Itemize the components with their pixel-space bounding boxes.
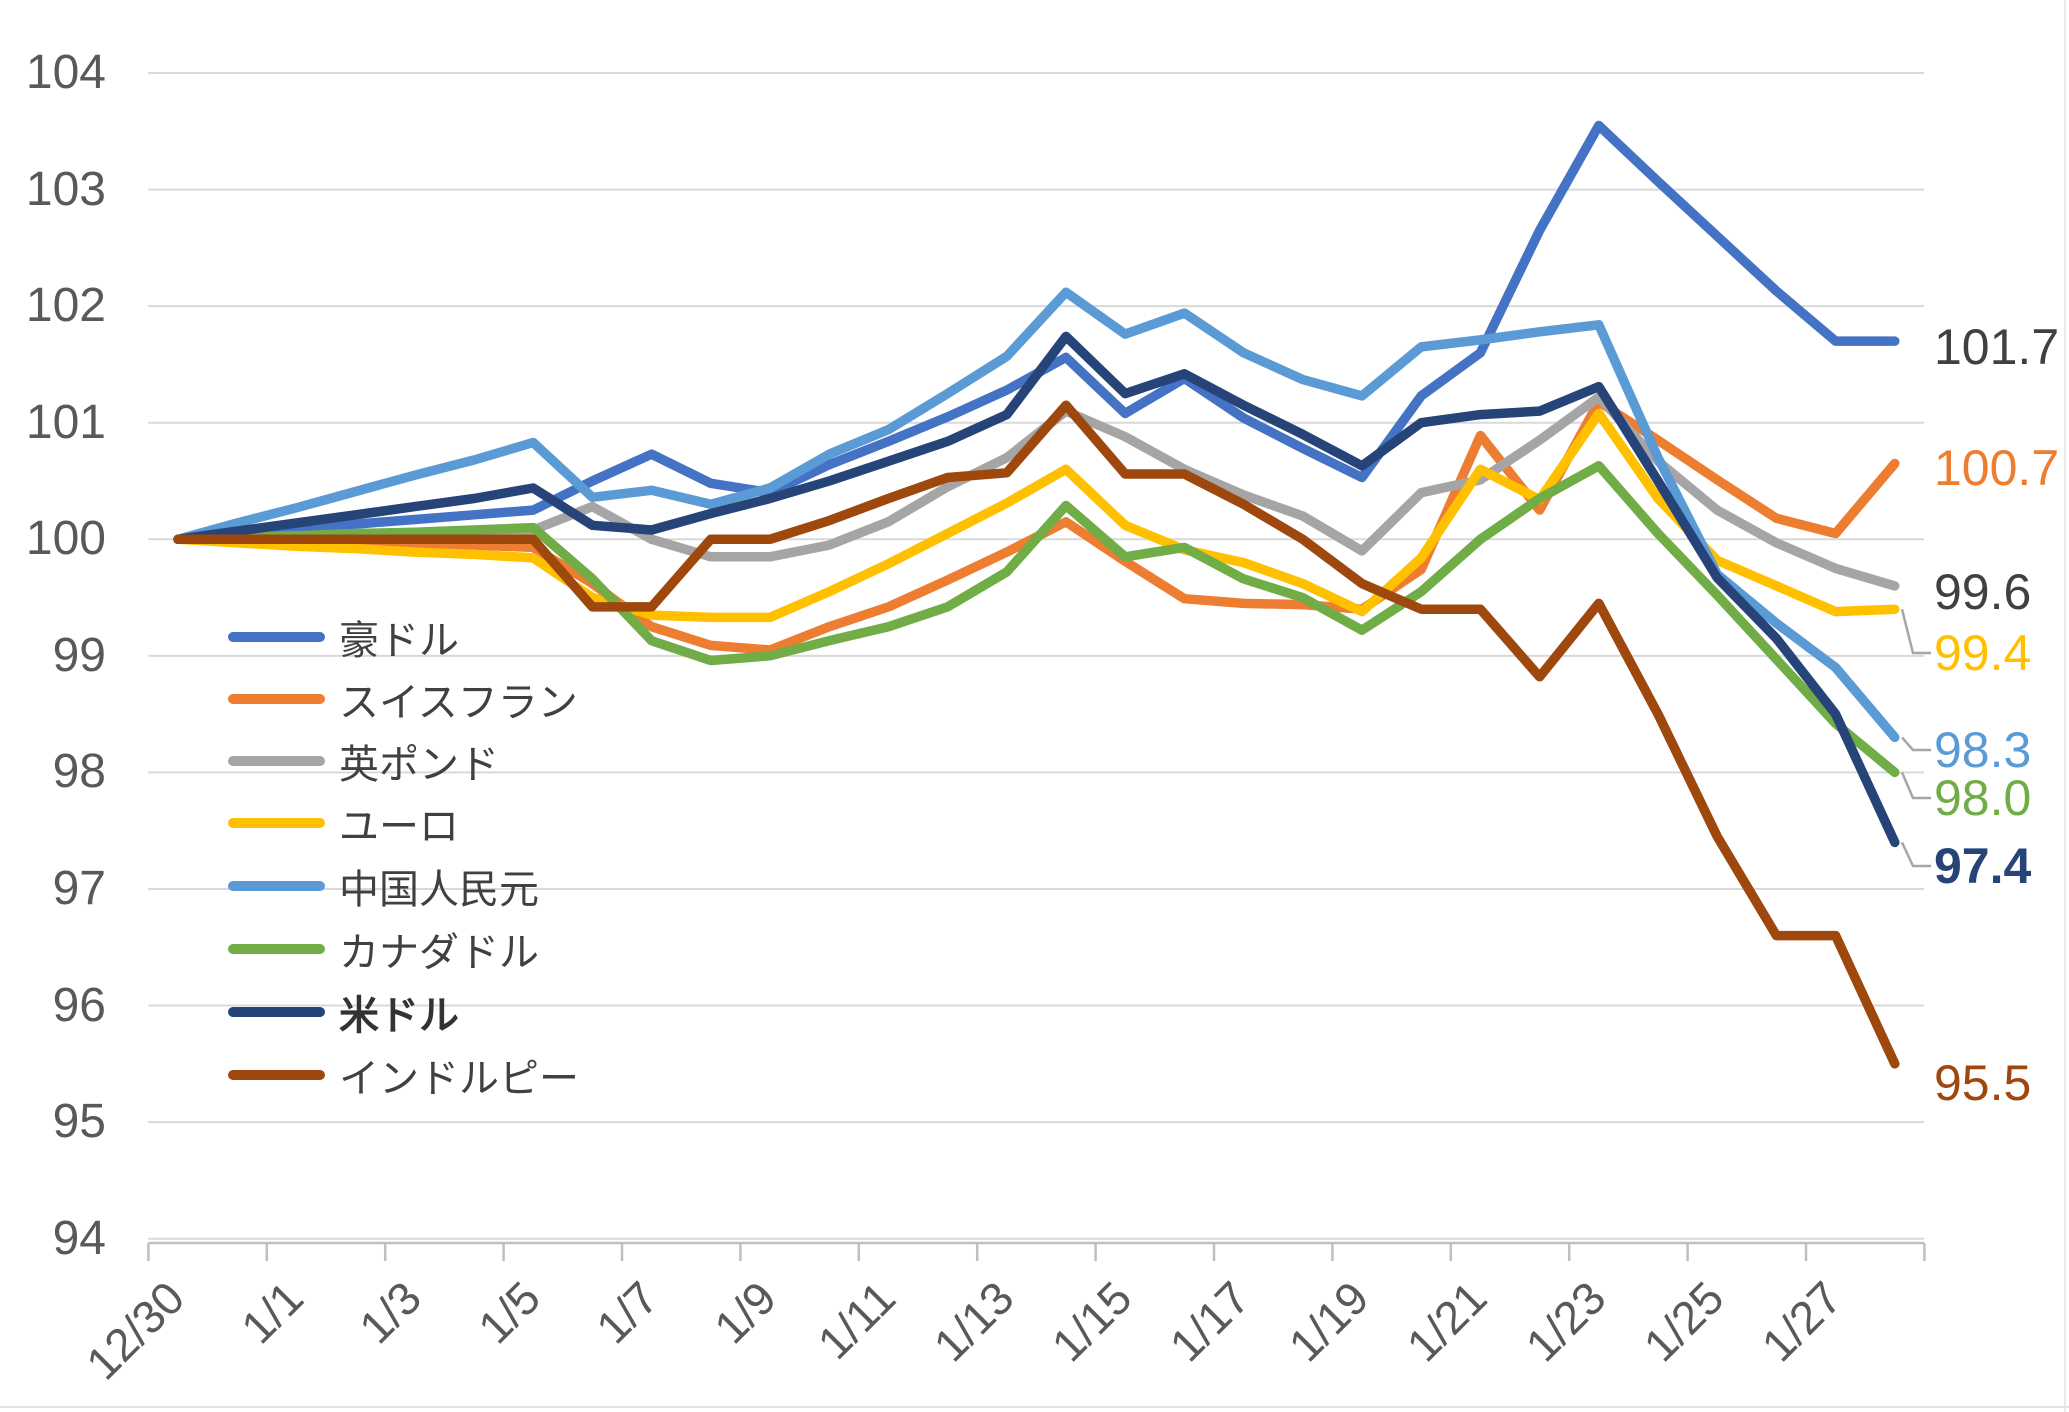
legend-item-cny[interactable]: 中国人民元 <box>228 864 539 912</box>
legend-label-gbp: 英ポンド <box>339 743 499 787</box>
legend-item-aud[interactable]: 豪ドル <box>228 615 459 663</box>
end-label-leaders <box>1900 608 1931 868</box>
legend-item-chf[interactable]: スイスフラン <box>228 677 578 725</box>
legend-label-chf: スイスフラン <box>339 681 578 725</box>
window-right-edge <box>2064 0 2066 1412</box>
leader-line <box>1901 736 1931 752</box>
x-axis <box>147 1241 1926 1261</box>
legend-item-cad[interactable]: カナダドル <box>228 927 539 975</box>
y-axis-label-104: 104 <box>25 46 106 99</box>
legend-label-eur: ユーロ <box>339 805 459 849</box>
y-axis-label-94: 94 <box>52 1211 106 1265</box>
legend-swatch-inr <box>228 1070 325 1080</box>
legend-swatch-aud <box>228 632 325 642</box>
end-label-100.7: 100.7 <box>1934 440 2060 496</box>
y-axis-label-96: 96 <box>52 978 106 1032</box>
end-label-98.3: 98.3 <box>1934 722 2032 778</box>
end-label-101.7: 101.7 <box>1934 319 2060 375</box>
legend-swatch-usd <box>228 1007 325 1017</box>
legend-item-gbp[interactable]: 英ポンド <box>228 739 499 787</box>
y-axis-label-101: 101 <box>25 395 106 449</box>
y-axis-label-100: 100 <box>25 512 106 566</box>
end-label-99.4: 99.4 <box>1934 625 2032 681</box>
series-line-eur[interactable] <box>173 408 1900 623</box>
legend-swatch-cny <box>228 881 325 891</box>
series-line-cad[interactable] <box>173 461 1900 778</box>
legend-swatch-gbp <box>228 756 325 766</box>
series-line-inr[interactable] <box>173 400 1900 1069</box>
series-line-cny[interactable] <box>173 287 1900 743</box>
legend-swatch-cad <box>228 944 325 954</box>
y-axis-label-103: 103 <box>25 162 106 216</box>
y-axis-label-102: 102 <box>25 279 106 333</box>
y-axis-label-99: 99 <box>52 628 106 682</box>
legend-swatch-chf <box>228 694 325 704</box>
leader-line <box>1900 771 1931 800</box>
window-bottom-edge <box>0 1406 2069 1408</box>
legend-label-cad: カナダドル <box>339 931 539 975</box>
y-axis-label-95: 95 <box>52 1095 106 1149</box>
end-label-99.6: 99.6 <box>1934 564 2032 620</box>
legend-swatch-eur <box>228 818 325 828</box>
legend-label-usd: 米ドル <box>339 994 459 1038</box>
series-line-usd[interactable] <box>173 331 1900 848</box>
legend-label-inr: インドルピー <box>339 1057 579 1101</box>
series-lines <box>173 120 1900 1069</box>
legend-item-eur[interactable]: ユーロ <box>228 801 459 849</box>
legend-item-usd[interactable]: 米ドル <box>228 990 459 1038</box>
leader-line <box>1900 841 1931 868</box>
end-label-98.0: 98.0 <box>1934 770 2032 826</box>
legend-label-aud: 豪ドル <box>339 619 459 663</box>
series-line-aud[interactable] <box>173 120 1900 545</box>
y-axis-label-97: 97 <box>52 861 106 915</box>
legend-item-inr[interactable]: インドルピー <box>228 1053 579 1101</box>
legend-label-cny: 中国人民元 <box>339 868 539 912</box>
leader-line <box>1900 608 1931 655</box>
end-label-97.4: 97.4 <box>1934 838 2032 894</box>
end-label-95.5: 95.5 <box>1934 1055 2032 1111</box>
y-axis-label-98: 98 <box>52 745 106 799</box>
